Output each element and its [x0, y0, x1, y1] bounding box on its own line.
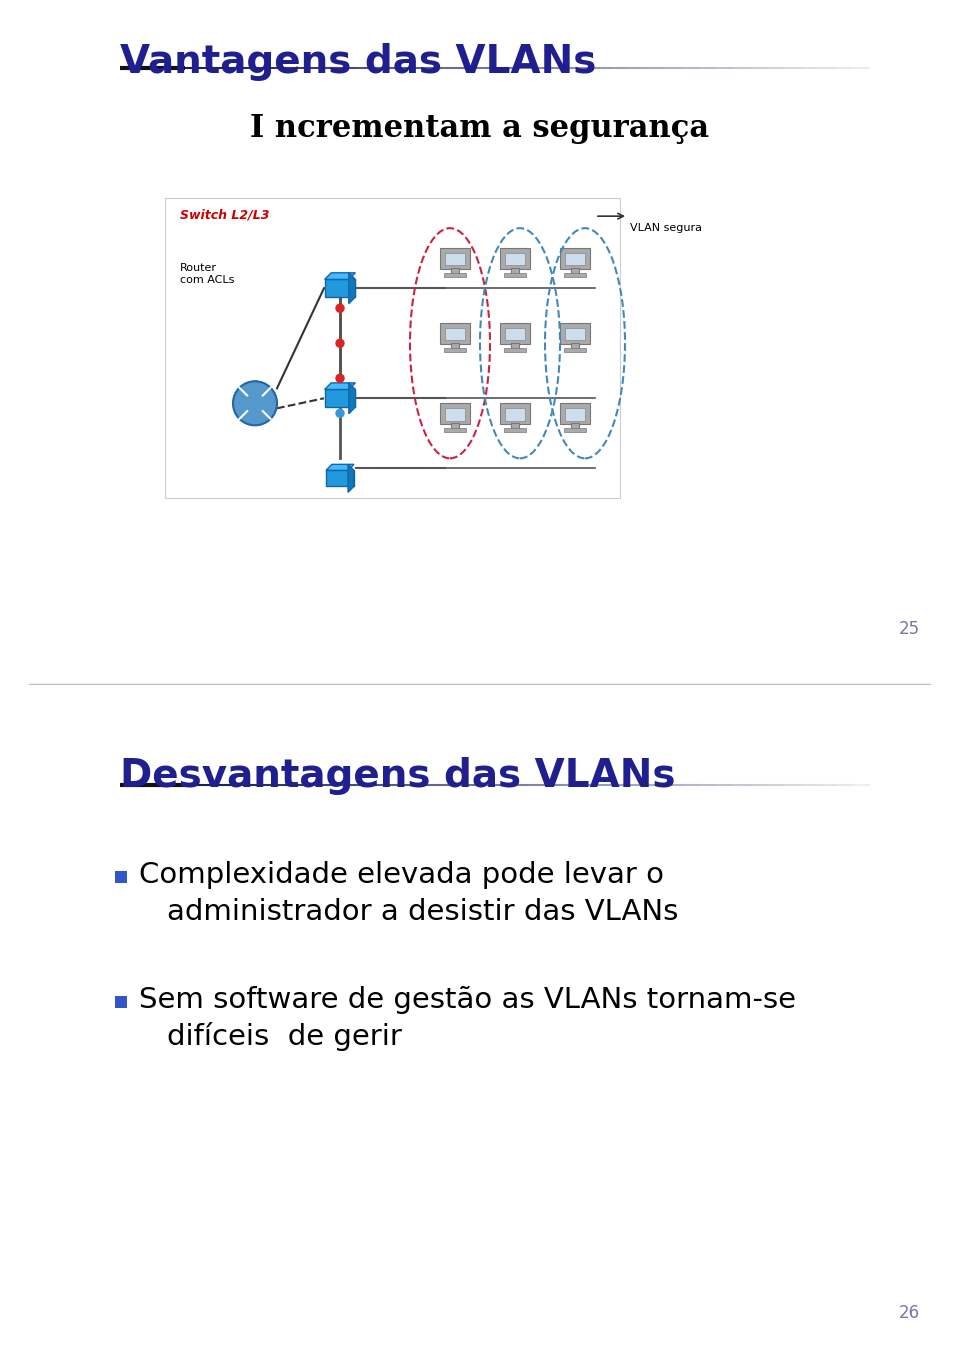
Circle shape: [233, 381, 277, 425]
Polygon shape: [324, 383, 355, 390]
FancyBboxPatch shape: [564, 349, 587, 351]
FancyBboxPatch shape: [324, 279, 355, 297]
FancyBboxPatch shape: [445, 328, 465, 340]
FancyBboxPatch shape: [504, 349, 526, 351]
Circle shape: [336, 339, 344, 347]
Bar: [115, 995, 127, 1007]
Text: Desvantagens das VLANs: Desvantagens das VLANs: [120, 756, 676, 794]
FancyBboxPatch shape: [511, 268, 519, 273]
FancyBboxPatch shape: [571, 268, 579, 273]
FancyBboxPatch shape: [505, 253, 525, 265]
Text: 26: 26: [899, 1304, 920, 1322]
FancyBboxPatch shape: [564, 428, 587, 432]
FancyBboxPatch shape: [504, 273, 526, 276]
Polygon shape: [348, 273, 355, 303]
FancyBboxPatch shape: [565, 407, 585, 421]
Text: Switch L2/L3: Switch L2/L3: [180, 208, 270, 221]
FancyBboxPatch shape: [560, 323, 590, 344]
FancyBboxPatch shape: [560, 403, 590, 424]
Text: difíceis  de gerir: difíceis de gerir: [167, 1023, 402, 1051]
FancyBboxPatch shape: [571, 343, 579, 349]
Text: Complexidade elevada pode levar o: Complexidade elevada pode levar o: [139, 861, 664, 889]
FancyBboxPatch shape: [440, 403, 470, 424]
FancyBboxPatch shape: [165, 198, 620, 499]
Circle shape: [336, 305, 344, 312]
FancyBboxPatch shape: [444, 273, 467, 276]
FancyBboxPatch shape: [504, 428, 526, 432]
Text: 25: 25: [899, 621, 920, 638]
FancyBboxPatch shape: [445, 407, 465, 421]
FancyBboxPatch shape: [326, 470, 354, 487]
Text: Sem software de gestão as VLANs tornam-se: Sem software de gestão as VLANs tornam-s…: [139, 986, 796, 1014]
FancyBboxPatch shape: [511, 424, 519, 429]
Text: I ncrementam a segurança: I ncrementam a segurança: [251, 113, 709, 144]
Text: VLAN segura: VLAN segura: [630, 223, 702, 234]
FancyBboxPatch shape: [505, 328, 525, 340]
FancyBboxPatch shape: [564, 273, 587, 276]
FancyBboxPatch shape: [500, 247, 530, 269]
FancyBboxPatch shape: [565, 328, 585, 340]
Polygon shape: [324, 273, 355, 279]
FancyBboxPatch shape: [324, 390, 355, 407]
FancyBboxPatch shape: [500, 403, 530, 424]
FancyBboxPatch shape: [445, 253, 465, 265]
FancyBboxPatch shape: [451, 343, 459, 349]
Text: Router
com ACLs: Router com ACLs: [180, 264, 234, 284]
FancyBboxPatch shape: [440, 247, 470, 269]
Text: administrador a desistir das VLANs: administrador a desistir das VLANs: [167, 898, 679, 925]
FancyBboxPatch shape: [451, 268, 459, 273]
FancyBboxPatch shape: [500, 323, 530, 344]
Polygon shape: [326, 465, 354, 470]
FancyBboxPatch shape: [440, 323, 470, 344]
FancyBboxPatch shape: [560, 247, 590, 269]
Circle shape: [336, 375, 344, 383]
Polygon shape: [348, 383, 355, 414]
FancyBboxPatch shape: [444, 349, 467, 351]
Circle shape: [336, 409, 344, 417]
FancyBboxPatch shape: [565, 253, 585, 265]
FancyBboxPatch shape: [444, 428, 467, 432]
FancyBboxPatch shape: [511, 343, 519, 349]
Text: Vantagens das VLANs: Vantagens das VLANs: [120, 42, 596, 81]
Bar: [115, 871, 127, 883]
FancyBboxPatch shape: [505, 407, 525, 421]
FancyBboxPatch shape: [571, 424, 579, 429]
FancyBboxPatch shape: [451, 424, 459, 429]
Polygon shape: [348, 465, 354, 492]
